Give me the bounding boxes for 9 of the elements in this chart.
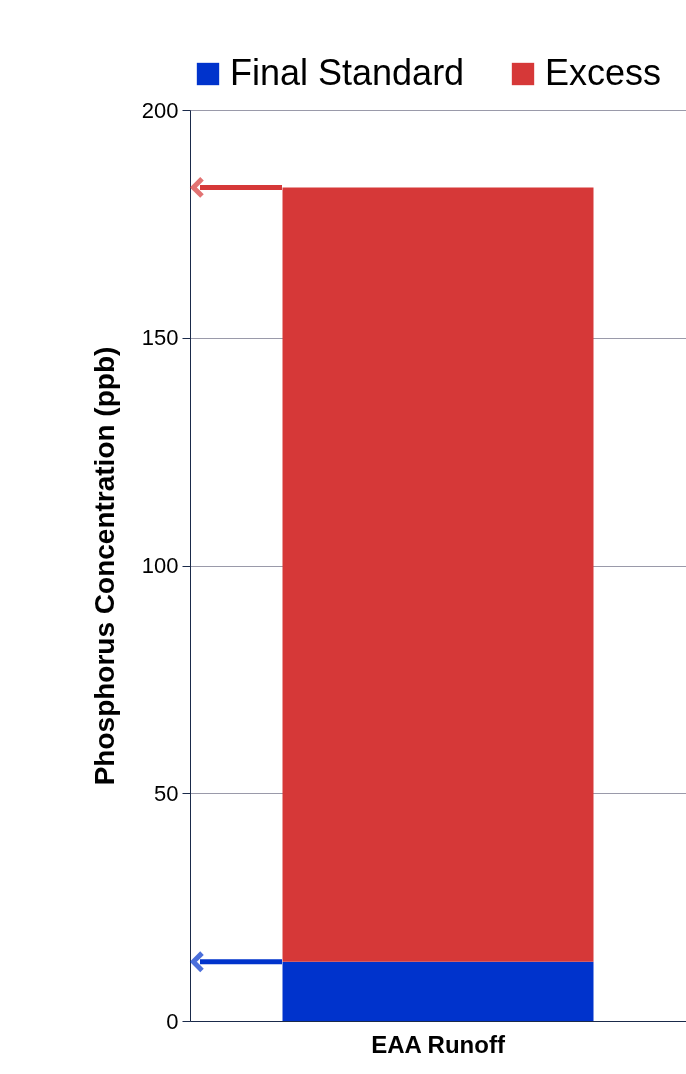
y-axis-title: Phosphorus Concentration (ppb) — [88, 346, 120, 786]
legend-label: Final Standard — [230, 52, 465, 93]
y-tick-label: 0 — [166, 1008, 179, 1034]
legend-label: Excess — [545, 52, 662, 93]
y-tick-label: 200 — [141, 97, 179, 123]
y-tick-label: 150 — [141, 325, 179, 351]
x-tick-label: EAA Runoff — [371, 1030, 506, 1058]
y-tick-label: 100 — [141, 553, 179, 578]
y-tick-label: 50 — [154, 780, 179, 806]
